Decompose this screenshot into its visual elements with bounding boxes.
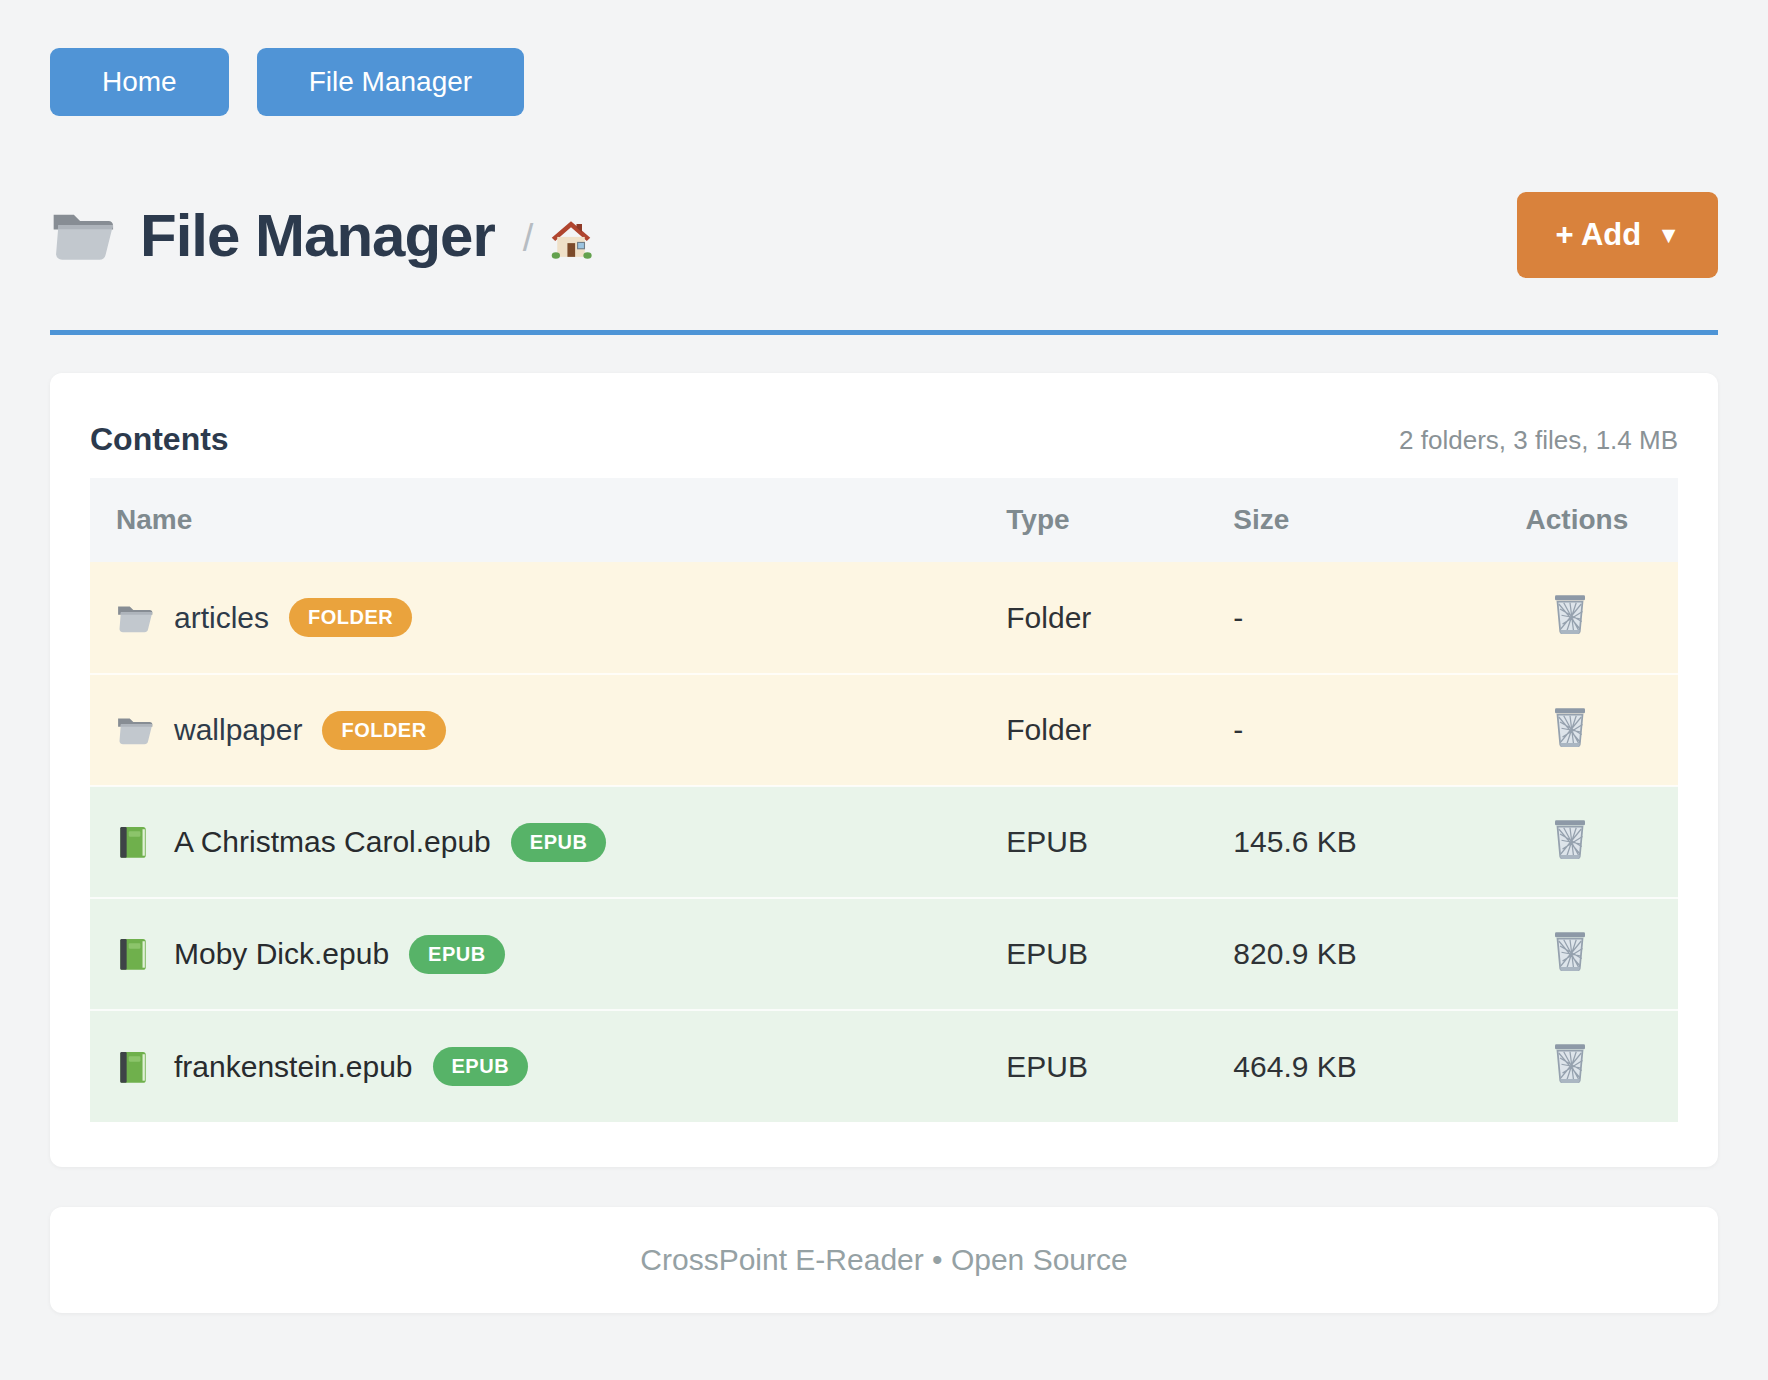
type-badge: EPUB [511, 823, 607, 862]
size-cell: 464.9 KB [1233, 1010, 1525, 1122]
footer-text: CrossPoint E-Reader • Open Source [640, 1243, 1127, 1277]
table-row: frankenstein.epub EPUB EPUB 464.9 KB [90, 1010, 1678, 1122]
breadcrumb-separator: / [523, 217, 534, 260]
type-cell: EPUB [1006, 898, 1233, 1010]
page-title-group: File Manager / [50, 201, 593, 270]
trash-icon [1552, 819, 1588, 859]
files-table: Name Type Size Actions [90, 478, 1678, 1122]
type-cell: EPUB [1006, 786, 1233, 898]
type-badge: FOLDER [322, 711, 445, 750]
trash-icon [1552, 707, 1588, 747]
table-header-row: Name Type Size Actions [90, 478, 1678, 562]
add-button[interactable]: + Add ▼ [1517, 192, 1718, 278]
delete-button[interactable] [1552, 931, 1588, 971]
contents-card-header: Contents 2 folders, 3 files, 1.4 MB [90, 421, 1678, 458]
footer: CrossPoint E-Reader • Open Source [50, 1207, 1718, 1313]
folder-icon [50, 206, 116, 264]
caret-down-icon: ▼ [1657, 224, 1680, 247]
size-cell: - [1233, 562, 1525, 674]
book-icon [116, 825, 154, 859]
file-name[interactable]: wallpaper [174, 713, 302, 747]
file-name[interactable]: A Christmas Carol.epub [174, 825, 491, 859]
table-row: Moby Dick.epub EPUB EPUB 820.9 KB [90, 898, 1678, 1010]
contents-title: Contents [90, 421, 229, 458]
home-icon[interactable] [549, 217, 593, 261]
trash-icon [1552, 931, 1588, 971]
type-badge: EPUB [409, 935, 505, 974]
column-header-actions: Actions [1526, 478, 1678, 562]
add-button-label: + Add [1555, 217, 1641, 253]
file-name[interactable]: frankenstein.epub [174, 1050, 413, 1084]
trash-icon [1552, 1043, 1588, 1083]
folder-icon [116, 601, 154, 635]
delete-button[interactable] [1552, 1043, 1588, 1083]
size-cell: 820.9 KB [1233, 898, 1525, 1010]
file-manager-nav-button[interactable]: File Manager [257, 48, 524, 116]
book-icon [116, 937, 154, 971]
type-cell: Folder [1006, 674, 1233, 786]
contents-table-body: articles FOLDER Folder - [90, 562, 1678, 1122]
delete-button[interactable] [1552, 594, 1588, 634]
column-header-size: Size [1233, 478, 1525, 562]
home-nav-button[interactable]: Home [50, 48, 229, 116]
table-row: articles FOLDER Folder - [90, 562, 1678, 674]
column-header-type: Type [1006, 478, 1233, 562]
delete-button[interactable] [1552, 707, 1588, 747]
page-title: File Manager [140, 201, 495, 270]
delete-button[interactable] [1552, 819, 1588, 859]
type-badge: FOLDER [289, 598, 412, 637]
type-cell: EPUB [1006, 1010, 1233, 1122]
file-name[interactable]: articles [174, 601, 269, 635]
file-manager-page: Home File Manager File Manager / + Add [0, 0, 1768, 1313]
book-icon [116, 1050, 154, 1084]
table-row: A Christmas Carol.epub EPUB EPUB 145.6 K… [90, 786, 1678, 898]
trash-icon [1552, 594, 1588, 634]
column-header-name: Name [90, 478, 1006, 562]
size-cell: - [1233, 674, 1525, 786]
type-badge: EPUB [433, 1047, 529, 1086]
type-cell: Folder [1006, 562, 1233, 674]
folder-icon [116, 713, 154, 747]
top-nav: Home File Manager [50, 48, 1718, 116]
size-cell: 145.6 KB [1233, 786, 1525, 898]
table-row: wallpaper FOLDER Folder - [90, 674, 1678, 786]
file-name[interactable]: Moby Dick.epub [174, 937, 389, 971]
header-divider [50, 330, 1718, 335]
contents-summary: 2 folders, 3 files, 1.4 MB [1399, 425, 1678, 458]
contents-card: Contents 2 folders, 3 files, 1.4 MB Name… [50, 373, 1718, 1167]
page-header: File Manager / + Add ▼ [50, 192, 1718, 278]
